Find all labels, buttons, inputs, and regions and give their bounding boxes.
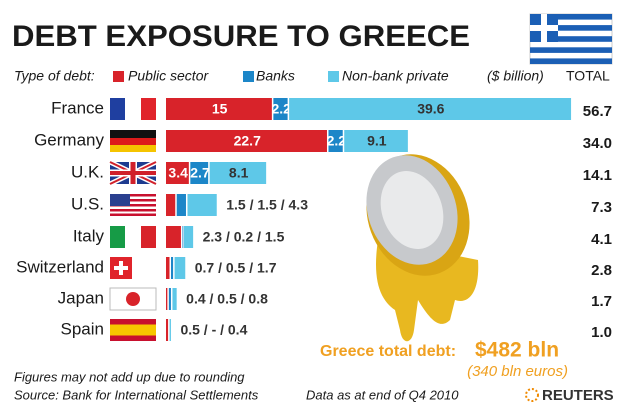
chart-title: DEBT EXPOSURE TO GREECE [12,20,470,53]
footnote: Figures may not add up due to rounding [14,369,245,384]
bar-segment [289,98,572,120]
flags [108,98,158,341]
combined-label: 0.4 / 0.5 / 0.8 [186,291,268,307]
bar-segment [174,257,186,279]
category-label: France [51,98,104,117]
category-label: Germany [34,130,104,149]
total-label: 4.1 [591,231,612,248]
bar-label: 2.2 [272,101,292,117]
legend-swatch [328,71,339,82]
bar-segment [171,257,174,279]
bar-segment [176,194,186,216]
bar-segment [166,98,272,120]
bar-label: 2.7 [190,165,210,181]
total-label: 2.8 [591,262,612,279]
legend-swatch [243,71,254,82]
bar-segment [166,194,176,216]
category-label: U.S. [71,194,104,213]
annotation-value: $482 bln [475,339,559,362]
combined-label: 0.7 / 0.5 / 1.7 [195,260,277,276]
combined-label: 1.5 / 1.5 / 4.3 [226,197,308,213]
bar-segment [166,226,181,248]
legend-label: Public sector [128,68,209,84]
legend-swatch [113,71,124,82]
bar-segment [273,98,288,120]
bar-label: 2.2 [327,133,347,149]
bar-segment [168,288,171,310]
total-label: 14.1 [583,167,612,184]
category-label: Switzerland [16,257,104,276]
combined-label: 0.5 / - / 0.4 [180,322,247,338]
category-label: Japan [58,288,104,307]
bar-segment [328,130,343,152]
total-label: 1.0 [591,324,612,341]
bar-segment [166,288,168,310]
total-header: TOTAL [566,68,610,84]
category-label: U.K. [71,162,104,181]
bar-segment [187,194,217,216]
bar-segment [166,257,170,279]
greek-flag [529,13,613,65]
footnote: Source: Bank for International Settlemen… [14,387,259,402]
bar-segment [344,130,408,152]
bar-label: 3.4 [168,165,188,181]
bar-segment [183,226,194,248]
bar-label: 15 [212,101,228,117]
credit-logo [525,388,539,402]
bar-label: 8.1 [229,165,249,181]
total-label: 56.7 [583,103,612,120]
category-label: Spain [61,319,104,338]
legend-label: Non-bank private [342,68,449,84]
category-label: Italy [73,226,105,245]
bar-segment [190,162,209,184]
coin-illustration [366,154,479,342]
legend-label: Banks [256,68,295,84]
total-label: 34.0 [583,135,612,152]
bar-segment [166,130,327,152]
combined-label: 2.3 / 0.2 / 1.5 [203,229,285,245]
bar-segment [166,319,169,341]
bar-label: 39.6 [417,101,444,117]
unit-label: ($ billion) [487,68,544,84]
bar-segment [169,319,171,341]
total-label: 1.7 [591,293,612,310]
total-label: 7.3 [591,199,612,216]
bar-segment [209,162,267,184]
legend-title: Type of debt: [14,68,95,84]
bar-segment [172,288,177,310]
date-note: Data as at end of Q4 2010 [306,387,459,402]
bar-segment [166,162,189,184]
annotation-sub: (340 bln euros) [467,363,568,380]
bar-segment [182,226,184,248]
annotation-label: Greece total debt: [320,343,456,360]
bar-label: 9.1 [367,133,387,149]
bar-label: 22.7 [234,133,261,149]
credit: REUTERS [542,387,614,404]
